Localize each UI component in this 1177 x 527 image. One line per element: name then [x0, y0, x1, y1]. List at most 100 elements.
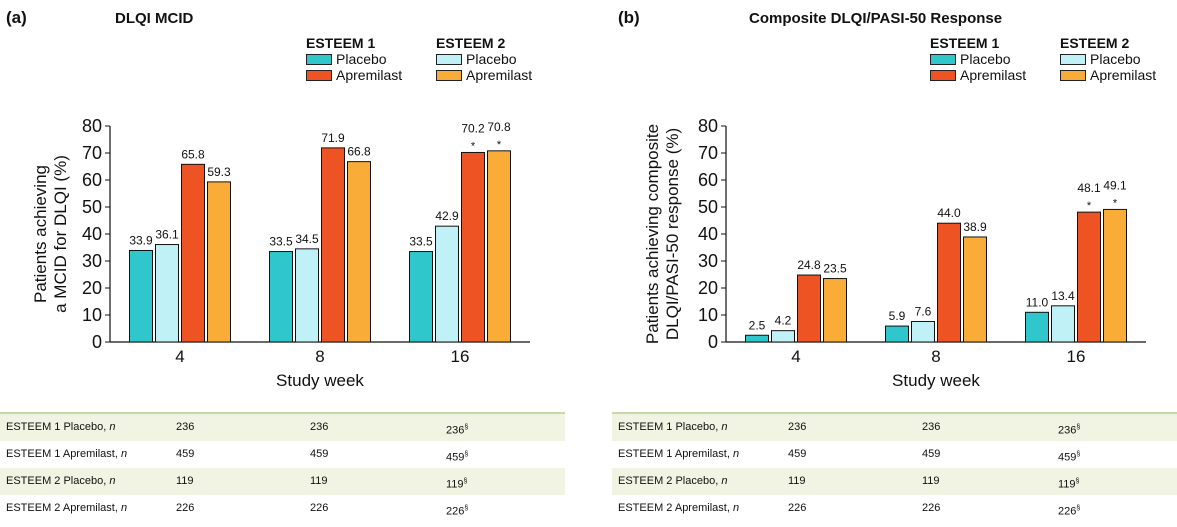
table-cell: 459 — [922, 448, 941, 460]
data-label: 4.2 — [775, 314, 792, 328]
bar — [823, 278, 847, 343]
significance-marker: * — [497, 139, 502, 151]
x-tick-label: 16 — [1067, 347, 1086, 366]
x-tick-label: 8 — [315, 347, 324, 366]
legend-swatch — [306, 69, 332, 81]
table-cell: 119 — [176, 475, 194, 487]
row-label: ESTEEM 1 Placebo, n — [6, 421, 116, 433]
bar — [461, 151, 485, 343]
table-row: ESTEEM 1 Apremilast, n 459 459 459§ — [0, 441, 565, 468]
data-label: 11.0 — [1026, 295, 1049, 309]
y-tick-label: 20 — [698, 278, 718, 298]
y-tick-label: 70 — [82, 143, 102, 163]
data-label: 34.5 — [295, 232, 319, 246]
bar — [1025, 311, 1049, 343]
y-tick-label: 10 — [698, 305, 718, 325]
bar — [487, 150, 511, 343]
bar — [771, 330, 795, 343]
legend-label: Placebo — [960, 51, 1011, 67]
table-cell: 459§ — [446, 451, 469, 464]
data-label: 36.1 — [155, 228, 179, 242]
data-label: 71.9 — [321, 131, 345, 145]
data-label: 33.5 — [409, 235, 433, 249]
y-axis-label: Patients achieving compositeDLQI/PASI-50… — [643, 124, 682, 344]
row-label: ESTEEM 1 Apremilast, n — [618, 448, 740, 460]
y-tick-label: 50 — [82, 197, 102, 217]
row-label: ESTEEM 2 Apremilast, n — [618, 502, 740, 514]
bar — [129, 249, 153, 343]
legend-item: Placebo — [436, 51, 576, 67]
table-cell: 459§ — [1058, 451, 1081, 464]
bar-chart-dlqi-mcid: 0 10 20 30 40 50 60 70 80 Patients achievinga MCI… — [31, 116, 530, 390]
significance-marker: * — [471, 140, 476, 152]
legend-item: Apremilast — [1060, 67, 1177, 83]
legend-item: Placebo — [1060, 51, 1177, 67]
data-label: 24.8 — [797, 258, 821, 272]
table-row: ESTEEM 2 Apremilast, n 226 226 226§ — [612, 495, 1177, 522]
data-label: 33.9 — [129, 233, 153, 247]
legend-swatch — [436, 69, 462, 81]
legend-group-esteem2: ESTEEM 2 Placebo Apremilast — [1060, 35, 1177, 83]
y-tick-label: 80 — [82, 116, 102, 136]
bar — [181, 163, 205, 343]
data-label: 42.9 — [435, 209, 459, 223]
table-cell: 119 — [922, 475, 940, 487]
table-cell: 119§ — [446, 478, 468, 491]
y-tick-label: 30 — [82, 251, 102, 271]
y-tick-label: 0 — [708, 332, 718, 352]
bar — [911, 320, 935, 343]
y-tick-label: 40 — [82, 224, 102, 244]
y-tick-label: 60 — [82, 170, 102, 190]
bar — [797, 274, 821, 343]
legend-label: Placebo — [1090, 51, 1141, 67]
panel-dlqi-mcid: (a) DLQI MCID ESTEEM 1 Placebo Apremilas… — [0, 0, 565, 527]
x-tick-label: 16 — [451, 347, 470, 366]
row-label: ESTEEM 2 Placebo, n — [6, 475, 116, 487]
data-label: 48.1 — [1077, 181, 1101, 195]
bar — [295, 248, 319, 343]
table-cell: 236 — [310, 421, 329, 433]
y-tick-label: 0 — [92, 332, 102, 352]
legend-swatch — [1060, 53, 1086, 65]
legend-group-title: ESTEEM 2 — [436, 35, 506, 51]
x-axis-label: Study week — [276, 371, 364, 390]
data-label: 66.8 — [347, 145, 371, 159]
bar — [1077, 211, 1101, 343]
table-row: ESTEEM 1 Placebo, n 236 236 236§ — [612, 414, 1177, 441]
data-label: 70.2 — [461, 121, 485, 135]
panel-label: (a) — [6, 8, 27, 27]
y-tick-label: 70 — [698, 143, 718, 163]
sample-size-table: ESTEEM 1 Placebo, n 236 236 236§ ESTEEM 1 Ap… — [0, 412, 565, 522]
table-cell: 459 — [788, 448, 807, 460]
legend-label: Placebo — [336, 51, 387, 67]
x-tick-label: 4 — [791, 347, 800, 366]
row-label: ESTEEM 1 Apremilast, n — [6, 448, 128, 460]
legend-swatch — [306, 53, 332, 65]
legend-group-title: ESTEEM 1 — [306, 35, 376, 51]
row-label: ESTEEM 1 Placebo, n — [618, 421, 728, 433]
table-cell: 226§ — [1058, 505, 1081, 518]
table-cell: 459 — [176, 448, 195, 460]
bar — [937, 222, 961, 343]
data-label: 33.5 — [269, 235, 293, 249]
y-tick-label: 30 — [698, 251, 718, 271]
legend-group-title: ESTEEM 2 — [1060, 35, 1130, 51]
bar — [885, 325, 909, 343]
x-axis-label: Study week — [892, 371, 980, 390]
table-cell: 236 — [176, 421, 195, 433]
data-label: 49.1 — [1103, 178, 1127, 192]
table-cell: 226 — [788, 502, 807, 514]
table-cell: 226 — [922, 502, 941, 514]
legend-item: Placebo — [306, 51, 446, 67]
legend-swatch — [1060, 69, 1086, 81]
legend-label: Placebo — [466, 51, 517, 67]
bar — [347, 161, 371, 343]
legend-swatch — [930, 53, 956, 65]
y-tick-label: 80 — [698, 116, 718, 136]
y-tick-label: 50 — [698, 197, 718, 217]
table-row: ESTEEM 2 Placebo, n 119 119 119§ — [0, 468, 565, 495]
table-cell: 119§ — [1058, 478, 1080, 491]
table-cell: 226§ — [446, 505, 469, 518]
table-cell: 459 — [310, 448, 329, 460]
row-label: ESTEEM 2 Placebo, n — [618, 475, 728, 487]
